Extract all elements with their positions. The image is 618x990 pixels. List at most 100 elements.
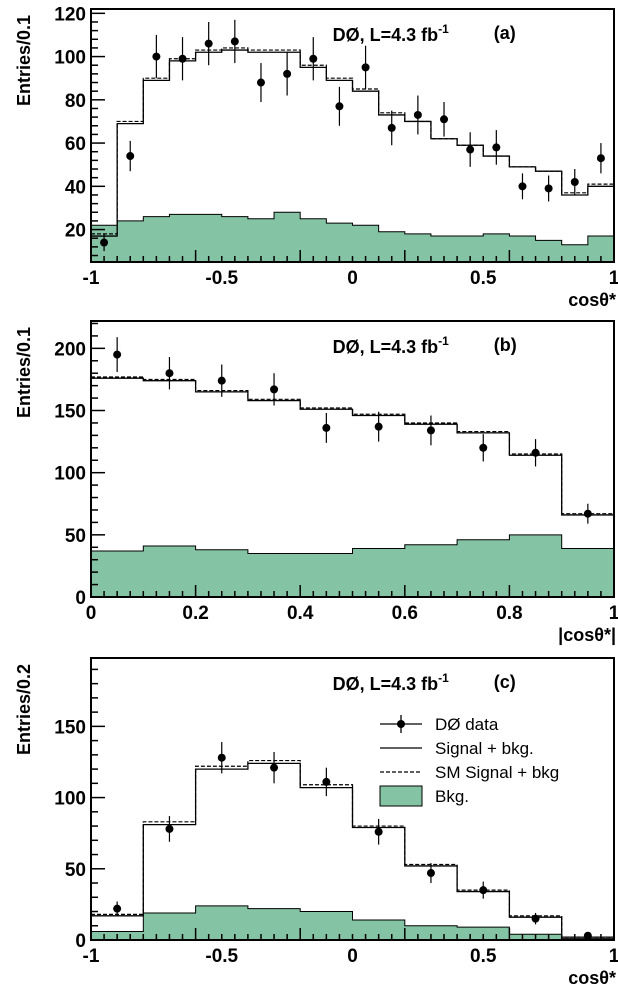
- chart-data-1-data-point: [322, 423, 331, 432]
- chart-data-1-y-tick-label: 150: [54, 402, 86, 423]
- chart-data-2-y-tick-label: 150: [54, 717, 86, 738]
- chart-data-0-data-point: [492, 143, 501, 152]
- chart-data-2-data-point: [113, 904, 122, 913]
- chart-data-0-data-point: [440, 115, 449, 124]
- chart-data-1-signal-bkg-line: [91, 377, 614, 516]
- chart-data-0-data-point: [152, 52, 161, 61]
- chart-data-1-data-point: [217, 376, 226, 385]
- chart-data-0-data-point: [204, 39, 213, 48]
- chart-data-2-bkg-area: [91, 905, 614, 940]
- chart-data-0-y-tick-label: 120: [54, 4, 86, 25]
- chart-data-2-y-tick-label: 100: [54, 789, 86, 810]
- chart-data-0-data-point: [256, 78, 265, 87]
- chart-data-2-signal-bkg-line: [91, 762, 614, 938]
- chart-data-1-data-point: [374, 422, 383, 431]
- chart-data-0-data-point: [361, 63, 370, 72]
- chart-data-2-data-point: [270, 763, 279, 772]
- chart-data-1-y-tick-label: 200: [54, 339, 86, 360]
- chart-data-1-x-tick-label: 0: [86, 603, 97, 624]
- chart-data-0-x-tick-label: 0.5: [470, 268, 497, 289]
- chart-data-0-y-tick-label: 60: [65, 134, 86, 155]
- legend-label-bkg: Bkg.: [435, 787, 469, 806]
- chart-data-0-xlabel: cosθ*: [568, 290, 616, 310]
- legend-data-marker: [397, 720, 405, 728]
- chart-data-0-data-point: [466, 145, 475, 154]
- chart-data-1-data-point: [479, 443, 488, 452]
- chart-data-0-panel-label: (a): [494, 23, 516, 43]
- chart-data-0-data-point: [283, 69, 292, 78]
- chart-data-1-data-point: [113, 350, 122, 359]
- legend-bkg-swatch: [379, 785, 423, 807]
- chart-data-2-data-point: [322, 777, 331, 786]
- chart-data-1-panel-label: (b): [494, 335, 517, 355]
- legend-label-sm-signal-bkg: SM Signal + bkg: [435, 763, 559, 782]
- chart-data-1-data-point: [426, 426, 435, 435]
- chart-data-2-x-tick-label: 0.5: [470, 946, 497, 967]
- chart-data-0-data-point: [230, 37, 239, 46]
- chart-data-2-y-tick-label: 0: [75, 931, 86, 952]
- chart-data-1-data-point: [583, 509, 592, 518]
- panel-a: -1 -0.5 0 0.5 120406080100120cosθ*Entries/0.…: [14, 4, 618, 310]
- legend-label-signal-bkg: Signal + bkg.: [435, 739, 534, 758]
- chart-data-2-data-point: [165, 824, 174, 833]
- chart-data-1-annotation: DØ, L=4.3 fb-1: [333, 334, 450, 357]
- chart-data-1-data-point: [531, 448, 540, 457]
- chart-data-0-y-tick-label: 40: [65, 177, 86, 198]
- chart-data-2-xlabel: cosθ*: [568, 968, 616, 988]
- chart-data-0-y-tick-label: 100: [54, 48, 86, 69]
- chart-data-2-panel-label: (c): [494, 672, 516, 692]
- chart-data-2-data-point: [374, 827, 383, 836]
- chart-data-0-signal-bkg-line: [91, 49, 614, 237]
- chart-data-0-data-point: [126, 152, 135, 161]
- legend-label-data: DØ data: [435, 715, 499, 734]
- chart-data-1-x-tick-label: 0.8: [496, 603, 522, 624]
- chart-data-1-bkg-area: [91, 534, 614, 597]
- chart-data-0-y-tick-label: 80: [65, 91, 86, 112]
- chart-data-0-ylabel: Entries/0.1: [14, 15, 34, 106]
- chart-data-0-data-point: [544, 184, 553, 193]
- chart-data-2-ylabel: Entries/0.2: [14, 664, 34, 755]
- chart-data-0-data-point: [570, 177, 579, 186]
- chart-data-1-ylabel: Entries/0.1: [14, 327, 34, 418]
- chart-data-1-x-tick-label: 1: [609, 603, 618, 624]
- chart-data-2-annotation: DØ, L=4.3 fb-1: [333, 671, 450, 694]
- chart-data-0-data-point: [413, 110, 422, 119]
- panel-c: -1 -0.5 0 0.5 1 0 50 100 150 cosθ* Entries/0.2 DØ, …: [14, 657, 618, 988]
- chart-data-2-data-point: [479, 886, 488, 895]
- chart-data-1-x-tick-label: 0.2: [182, 603, 208, 624]
- chart-data-0-data-point: [309, 54, 318, 63]
- chart-data-1-data-point: [270, 385, 279, 394]
- chart-data-2-x-tick-label: 1: [609, 946, 618, 967]
- chart-data-1-data-point: [165, 369, 174, 378]
- chart-data-1-bkg-outline: [91, 534, 614, 554]
- chart-data-0-bkg-area: [91, 212, 614, 262]
- chart-data-1-y-tick-label: 50: [65, 526, 86, 547]
- chart-data-1-x-tick-label: 0.4: [287, 603, 314, 624]
- chart-data-0-data-point: [387, 123, 396, 132]
- chart-data-2-data-point: [531, 914, 540, 923]
- panel-b: 0 0.2 0.4 0.6 0.8 1 0 50 100 150 200 |cosθ*| Entries…: [14, 320, 618, 645]
- chart-data-2-data-point: [426, 869, 435, 878]
- chart-data-0-y-tick-label: 20: [65, 221, 86, 242]
- chart-data-1-y-tick-label: 0: [75, 588, 86, 609]
- chart-data-1-y-tick-label: 100: [54, 464, 86, 485]
- chart-data-2-data-point: [217, 753, 226, 762]
- chart-data-0-x-tick-label: 1: [609, 268, 618, 289]
- chart-data-0-bkg-outline: [91, 211, 614, 246]
- chart-data-1-x-tick-label: 0.6: [392, 603, 418, 624]
- chart-data-2-x-tick-label: -0.5: [205, 946, 238, 967]
- chart-data-0-data-point: [335, 102, 344, 111]
- chart-data-0-data-point: [596, 154, 605, 163]
- chart-data-0-data-point: [178, 54, 187, 63]
- chart-data-0-data-point: [100, 238, 109, 247]
- chart-data-0-data-point: [518, 182, 527, 191]
- chart-data-0-x-tick-label: 0: [347, 268, 358, 289]
- chart-data-1-xlabel: |cosθ*|: [558, 625, 616, 645]
- chart-data-2-x-tick-label: 0: [347, 946, 358, 967]
- chart-data-2-y-tick-label: 50: [65, 860, 86, 881]
- chart-data-2-x-tick-label: -1: [83, 946, 100, 967]
- chart-data-0-x-tick-label: -0.5: [205, 268, 238, 289]
- chart-data-0-annotation: DØ, L=4.3 fb-1: [333, 22, 450, 45]
- chart-data-0-x-tick-label: -1: [83, 268, 100, 289]
